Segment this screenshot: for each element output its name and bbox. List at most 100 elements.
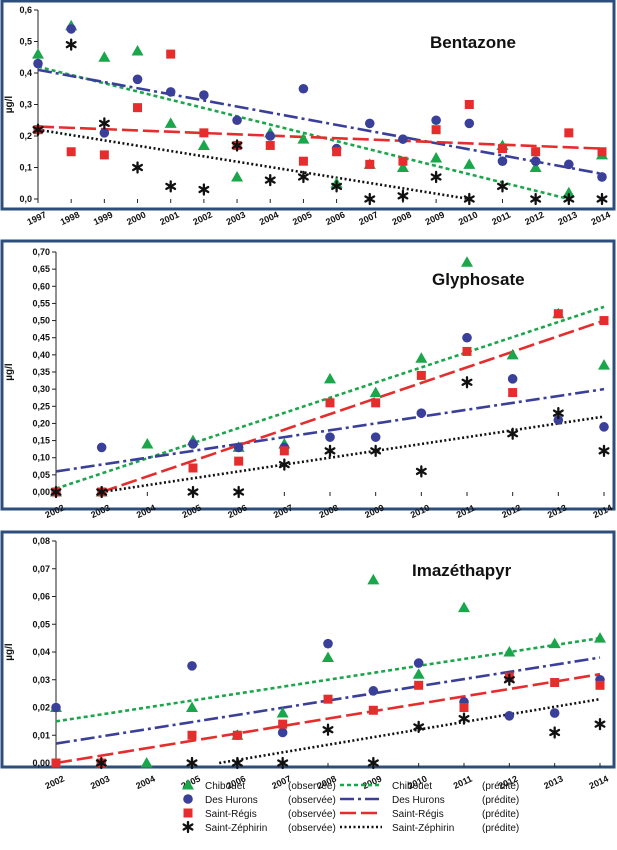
data-point-chibouet [297, 133, 310, 144]
y-tick-label: 0,55 [32, 298, 50, 308]
data-point-saint-zephirin [463, 192, 475, 206]
y-axis-label: µg/l [4, 96, 15, 114]
y-tick-label: 0,00 [32, 487, 50, 497]
data-point-chibouet [463, 158, 476, 169]
data-point-saint-zephirin [50, 485, 62, 499]
data-point-chibouet [562, 186, 575, 198]
y-tick-label: 0,45 [32, 333, 50, 343]
data-point-saint-regis [279, 446, 289, 456]
data-point-chibouet [503, 646, 516, 657]
data-point-des-hurons [232, 115, 242, 126]
data-point-des-hurons [277, 727, 288, 738]
data-point-saint-zephirin [198, 183, 210, 196]
data-point-des-hurons [370, 432, 381, 442]
x-tick-label: 2011 [452, 774, 474, 791]
data-point-chibouet [396, 161, 409, 172]
data-point-saint-zephirin [549, 726, 561, 739]
data-point-des-hurons [549, 708, 560, 718]
y-tick-label: 0,05 [32, 619, 50, 629]
data-point-saint-regis [188, 463, 198, 473]
chart-frame [0, 0, 616, 211]
data-point-des-hurons [597, 172, 607, 182]
data-point-des-hurons [507, 374, 518, 384]
y-tick-label: 0,10 [32, 453, 50, 463]
legend-label: Des Hurons [205, 795, 258, 806]
data-point-chibouet [131, 44, 144, 56]
data-point-saint-regis [99, 150, 109, 160]
data-point-saint-zephirin [165, 180, 177, 193]
data-point-des-hurons [199, 90, 209, 100]
data-point-des-hurons [99, 128, 110, 138]
data-point-chibouet [98, 51, 111, 62]
data-point-des-hurons [51, 702, 61, 713]
data-point-des-hurons [462, 332, 472, 343]
data-point-saint-regis [166, 49, 176, 59]
data-point-saint-zephirin [367, 756, 379, 770]
y-tick-label: 0,65 [32, 264, 50, 274]
data-point-des-hurons [497, 156, 508, 166]
data-point-saint-zephirin [563, 192, 575, 206]
chart-frame [0, 530, 616, 769]
x-tick-label: 2014 [588, 774, 610, 792]
y-tick-label: 0,0 [19, 194, 32, 204]
data-point-saint-zephirin [186, 756, 198, 770]
data-point-saint-zephirin [65, 38, 77, 51]
data-point-chibouet [506, 348, 519, 360]
legend-label: Saint-Régis [205, 809, 257, 820]
y-tick-label: 0,02 [32, 703, 50, 713]
data-point-saint-regis [323, 694, 333, 704]
x-tick-label: 2012 [523, 210, 545, 228]
data-point-saint-zephirin [370, 444, 382, 458]
legend-label: Saint-Zéphirin [205, 823, 267, 834]
legend-marker-saint-regis [183, 808, 193, 818]
y-axis-label: µg/l [4, 643, 15, 661]
data-point-des-hurons [413, 658, 424, 668]
chart-glyphosate: 0,00 0,05 0,10 0,15 0,20 0,25 0,30 0,35 0,40 0,45… [0, 239, 616, 520]
data-point-saint-zephirin [415, 465, 427, 478]
data-point-chibouet [598, 359, 610, 370]
x-tick-label: 2013 [556, 210, 578, 228]
x-tick-label: 2003 [225, 210, 247, 228]
chart-title: Bentazone [430, 33, 516, 52]
y-tick-label: 0,4 [19, 68, 32, 78]
data-point-saint-zephirin [331, 180, 343, 193]
data-point-chibouet [415, 352, 428, 363]
legend-marker-saint-zephirin [182, 820, 194, 834]
legend-label: Saint-Régis [392, 809, 444, 820]
data-point-saint-regis [497, 144, 507, 154]
data-point-saint-zephirin [95, 756, 107, 770]
data-point-saint-regis [595, 680, 605, 690]
chart-title: Imazéthapyr [412, 561, 512, 580]
data-point-saint-zephirin [413, 720, 425, 734]
data-point-saint-regis [232, 730, 242, 740]
x-tick-label: 2010 [457, 210, 479, 228]
x-tick-label: 2000 [125, 210, 147, 228]
legend-label: Saint-Zéphirin [392, 823, 454, 834]
data-point-des-hurons [553, 415, 564, 425]
data-point-des-hurons [464, 118, 475, 129]
data-point-des-hurons [368, 686, 379, 696]
data-point-chibouet [367, 573, 380, 585]
data-point-saint-zephirin [364, 192, 376, 206]
y-tick-label: 0,00 [32, 758, 50, 768]
trend-line-saint-regis [37, 125, 603, 150]
data-point-des-hurons [298, 83, 309, 94]
data-point-chibouet [140, 757, 153, 768]
data-point-saint-regis [414, 680, 424, 690]
data-point-saint-zephirin [324, 444, 336, 458]
data-point-saint-regis [464, 100, 474, 109]
data-point-saint-regis [278, 719, 288, 729]
data-point-saint-zephirin [32, 123, 44, 136]
data-point-chibouet [186, 701, 198, 712]
data-point-des-hurons [188, 439, 198, 449]
legend-label: Des Hurons [392, 795, 445, 806]
data-point-saint-regis [199, 128, 209, 138]
data-point-chibouet [276, 707, 289, 718]
y-axis-label: µg/l [4, 363, 15, 381]
data-point-saint-regis [325, 398, 335, 408]
legend-predicted-label: (prédite) [482, 795, 519, 806]
data-point-saint-regis [508, 388, 518, 398]
data-point-saint-regis [298, 156, 308, 166]
data-point-saint-regis [550, 678, 560, 688]
